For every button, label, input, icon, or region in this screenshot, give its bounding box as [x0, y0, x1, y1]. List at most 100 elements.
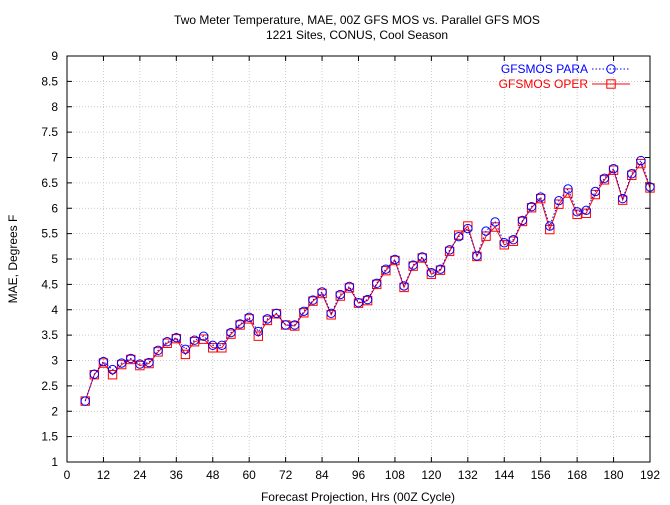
data-point: [171, 332, 182, 343]
data-point: [599, 173, 610, 184]
data-point: [189, 335, 200, 345]
data-point: [80, 396, 90, 406]
data-point: [508, 235, 519, 245]
data-point: [481, 226, 491, 236]
data-point: [535, 192, 546, 202]
data-point: [472, 251, 482, 261]
data-point: [135, 359, 145, 369]
data-point: [280, 320, 291, 330]
data-point: [198, 331, 209, 341]
legend-label: GFSMOS PARA: [501, 62, 588, 76]
x-tick-label: 36: [170, 468, 184, 482]
series-0: [80, 155, 655, 406]
ticks: 0 12 24 36 48 60 72 84 96 108 120 132 144 156 168 180 19…: [41, 49, 660, 482]
data-point: [326, 308, 336, 319]
y-tick-label: 6.5: [41, 176, 58, 190]
data-point: [107, 370, 118, 380]
data-point: [463, 223, 473, 234]
data-point: [144, 357, 154, 368]
x-tick-label: 24: [133, 468, 147, 482]
series-line: [84, 162, 651, 402]
data-point: [253, 326, 263, 337]
data-point: [381, 264, 391, 274]
y-tick-label: 1: [51, 455, 58, 469]
data-point: [545, 221, 555, 231]
data-point: [563, 188, 573, 198]
data-point: [217, 343, 227, 353]
chart-title: Two Meter Temperature, MAE, 00Z GFS MOS …: [174, 13, 540, 27]
data-point: [627, 169, 637, 179]
legend-entry: GFSMOS OPER: [499, 77, 630, 91]
data-point: [454, 231, 464, 242]
x-tick-label: 96: [352, 468, 366, 482]
data-point: [444, 245, 455, 255]
series-line: [84, 159, 651, 402]
y-tick-label: 8: [51, 100, 58, 114]
y-tick-label: 5: [51, 252, 58, 266]
data-point: [244, 312, 254, 323]
data-point: [226, 327, 236, 338]
data-point: [217, 340, 227, 350]
data-point: [499, 238, 509, 248]
legend-entry: GFSMOS PARA: [501, 62, 630, 76]
data-point: [554, 195, 564, 206]
data-point: [372, 278, 382, 289]
x-tick-label: 108: [385, 468, 405, 482]
y-tick-label: 7.5: [41, 125, 58, 139]
data-point: [335, 289, 345, 300]
data-point: [299, 306, 309, 316]
legend-marker: [606, 64, 616, 74]
data-point: [490, 217, 500, 227]
data-point: [517, 215, 528, 226]
y-tick-label: 8.5: [41, 74, 58, 88]
x-axis-label: Forecast Projection, Hrs (00Z Cycle): [261, 490, 455, 504]
data-point: [208, 343, 218, 353]
data-point: [126, 353, 136, 364]
x-tick-label: 132: [458, 468, 478, 482]
series-1: [80, 158, 655, 406]
data-point: [362, 294, 373, 305]
data-point: [590, 186, 601, 197]
data-point: [636, 158, 646, 169]
y-tick-label: 4.5: [41, 277, 58, 291]
y-tick-label: 3.5: [41, 328, 58, 342]
data-point: [617, 193, 628, 204]
x-tick-label: 12: [97, 468, 111, 482]
data-point: [107, 364, 118, 375]
legend-marker: [606, 79, 616, 89]
data-point: [572, 207, 582, 217]
plot-frame: [66, 55, 651, 463]
data-point: [417, 252, 427, 262]
x-tick-label: 180: [604, 468, 624, 482]
data-point: [636, 155, 646, 166]
data-point: [253, 331, 263, 341]
x-tick-label: 72: [279, 468, 293, 482]
data-point: [426, 268, 437, 278]
data-point: [153, 345, 163, 356]
data-point: [290, 320, 300, 330]
y-axis-label: MAE, Degrees F: [6, 215, 20, 304]
y-tick-label: 7: [51, 151, 58, 165]
y-tick-label: 9: [51, 49, 58, 63]
x-tick-label: 168: [567, 468, 587, 482]
y-tick-label: 1.5: [41, 430, 58, 444]
x-tick-label: 84: [315, 468, 329, 482]
x-tick-label: 192: [640, 468, 660, 482]
data-point: [408, 260, 418, 270]
data-point: [208, 340, 218, 350]
data-point: [180, 349, 191, 360]
chart-subtitle: 1221 Sites, CONUS, Cool Season: [266, 28, 448, 42]
x-tick-label: 0: [64, 468, 71, 482]
x-tick-label: 48: [206, 468, 220, 482]
data-point: [262, 314, 273, 324]
x-tick-label: 144: [494, 468, 514, 482]
data-point: [308, 295, 318, 305]
data-point: [581, 205, 591, 215]
x-tick-label: 156: [531, 468, 551, 482]
x-tick-label: 60: [243, 468, 257, 482]
legend-label: GFSMOS OPER: [499, 77, 589, 91]
data-point: [572, 209, 582, 220]
x-tick-label: 120: [421, 468, 441, 482]
data-point: [563, 184, 573, 194]
